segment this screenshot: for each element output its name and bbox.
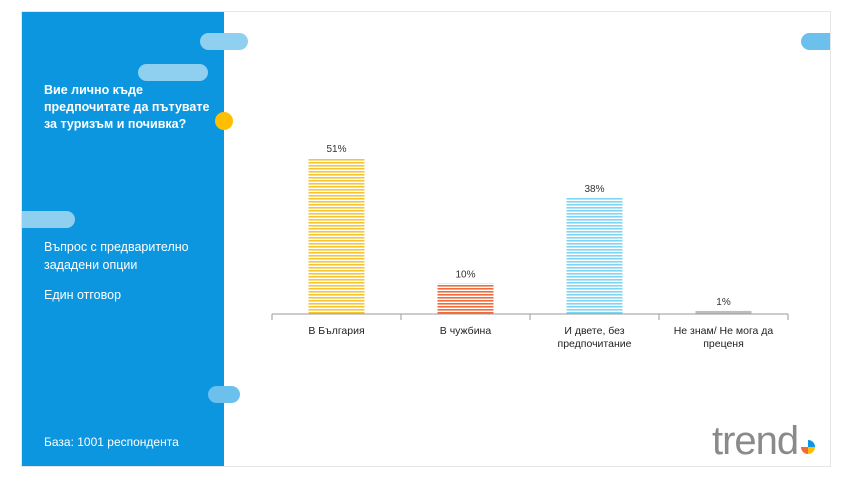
- base-respondents: База: 1001 респондента: [44, 435, 179, 449]
- bar-1: [437, 283, 494, 314]
- data-label-3: 1%: [716, 297, 731, 308]
- decor-pill: [200, 33, 248, 50]
- sidebar-panel: Вие лично къде предпочитате да пътувате …: [22, 12, 224, 466]
- bar-2: [566, 197, 623, 314]
- data-label-1: 10%: [455, 269, 475, 280]
- decor-pill: [138, 64, 208, 81]
- accent-dot: [215, 112, 233, 130]
- decor-pill: [208, 386, 240, 403]
- decor-pill: [801, 33, 830, 50]
- bar-3: [695, 310, 752, 314]
- category-label-2: И двете, без предпочитание: [558, 325, 632, 350]
- bar-chart: 51% В България 10% В чужбина 38% И двете, без…: [271, 144, 789, 350]
- answer-type-note: Един отговор: [44, 288, 122, 302]
- data-label-0: 51%: [326, 144, 346, 155]
- category-label-3: Не знам/ Не мога да преценя: [674, 325, 774, 350]
- trend-logo: trend: [712, 419, 815, 462]
- question-text: Вие лично къде предпочитате да пътувате …: [44, 83, 210, 131]
- category-label-1: В чужбина: [440, 325, 492, 337]
- decor-pill: [22, 211, 75, 228]
- slide: Вие лично къде предпочитате да пътувате …: [21, 11, 831, 467]
- data-label-2: 38%: [584, 184, 604, 195]
- question-type-note: Въпрос с предварително зададени опции: [44, 240, 189, 272]
- bar-0: [308, 158, 365, 314]
- logo-text: trend: [712, 419, 798, 462]
- category-label-0: В България: [308, 325, 364, 337]
